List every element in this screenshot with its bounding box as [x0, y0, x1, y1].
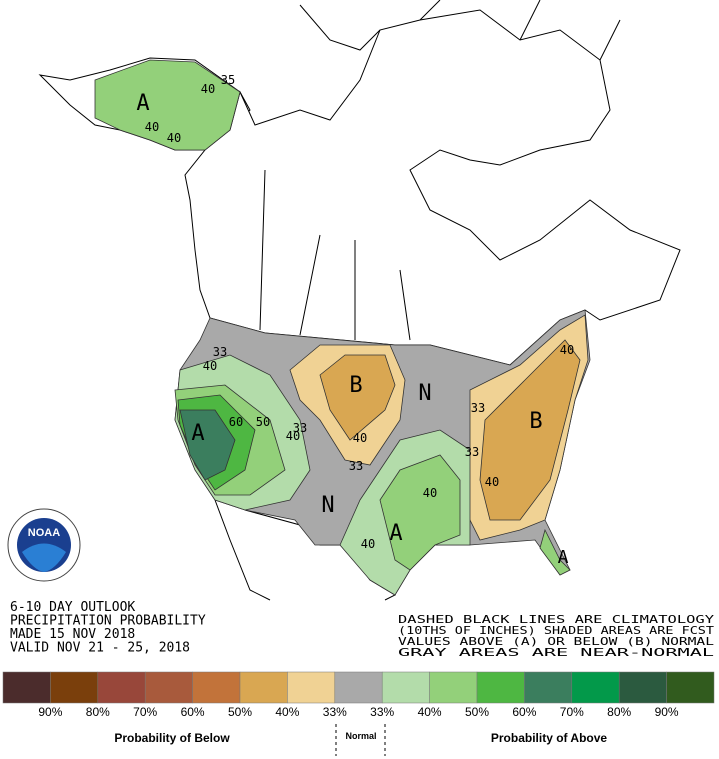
shading — [94, 59, 591, 596]
contour-label: 60 — [229, 415, 243, 429]
legend-swatch — [2, 671, 51, 704]
contour-label: 35 — [221, 73, 235, 87]
legend-swatch — [476, 671, 525, 704]
legend-swatch — [381, 671, 430, 704]
contour-label: 40 — [167, 131, 181, 145]
legend-tick: 80% — [86, 705, 110, 719]
contour-label: B — [349, 373, 362, 398]
notes: DASHED BLACK LINES ARE CLIMATOLOGY(10THS… — [398, 613, 715, 659]
legend-tick: 90% — [38, 705, 62, 719]
contour-label: A — [191, 421, 204, 446]
legend-above: Probability of Above — [491, 731, 608, 745]
contour-label: A — [389, 521, 402, 546]
legend-tick: 50% — [465, 705, 489, 719]
contour-label: A — [558, 547, 569, 568]
legend-below: Probability of Below — [114, 731, 230, 745]
logo-text: NOAA — [28, 527, 60, 539]
contour-label: 40 — [560, 343, 574, 357]
contour-label: 40 — [145, 120, 159, 134]
contour-label: 33 — [349, 459, 363, 473]
contour-label: 33 — [213, 345, 227, 359]
legend-tick: 40% — [275, 705, 299, 719]
legend-normal: Normal — [345, 731, 376, 741]
legend-swatch — [666, 671, 715, 704]
contour-label: 33 — [471, 401, 485, 415]
header-line: 6-10 DAY OUTLOOK — [10, 600, 135, 615]
legend-tick: 40% — [418, 705, 442, 719]
contour-label: 40 — [353, 431, 367, 445]
legend-swatch — [239, 671, 288, 704]
contour-label: 40 — [361, 537, 375, 551]
contour-label: 50 — [256, 415, 270, 429]
contour-label: 33 — [465, 445, 479, 459]
legend-swatch — [334, 671, 383, 704]
legend-tick: 90% — [655, 705, 679, 719]
legend-tick: 80% — [607, 705, 631, 719]
logo-wave — [22, 543, 66, 572]
contour-label: 40 — [286, 429, 300, 443]
note-line: VALUES ABOVE (A) OR BELOW (B) NORMAL — [398, 635, 714, 648]
header-line: MADE 15 NOV 2018 — [10, 627, 135, 642]
contour-label: N — [321, 493, 334, 518]
legend-tick: 60% — [181, 705, 205, 719]
contour-label: 40 — [201, 82, 215, 96]
contour-label: 40 — [423, 486, 437, 500]
note-line: (10THS OF INCHES) SHADED AREAS ARE FCST — [398, 624, 714, 637]
note-line: DASHED BLACK LINES ARE CLIMATOLOGY — [398, 613, 715, 626]
legend: 90% 80% 70% 60% 50% 40% 33% 33% 40% 50% 60% 70% 80% 9… — [2, 671, 715, 756]
header-line: PRECIPITATION PROBABILITY — [10, 614, 206, 629]
noaa-logo: NOAA — [7, 508, 81, 582]
legend-tick: 60% — [512, 705, 536, 719]
legend-swatch — [429, 671, 478, 704]
legend-tick: 50% — [228, 705, 252, 719]
legend-swatch — [50, 671, 99, 704]
legend-tick: 70% — [560, 705, 584, 719]
note-line: GRAY AREAS ARE NEAR-NORMAL — [398, 646, 715, 659]
legend-swatch — [571, 671, 620, 704]
contour-label: 33 — [293, 421, 307, 435]
contour-label: A — [136, 91, 149, 116]
legend-swatch — [287, 671, 336, 704]
contour-label: 40 — [203, 359, 217, 373]
legend-swatch — [192, 671, 241, 704]
legend-tick: 33% — [370, 705, 394, 719]
legend-swatch — [144, 671, 193, 704]
legend-swatch — [97, 671, 146, 704]
contour-label: 40 — [485, 475, 499, 489]
legend-swatch — [618, 671, 667, 704]
legend-swatch — [524, 671, 573, 704]
legend-tick: 70% — [133, 705, 157, 719]
legend-tick: 33% — [323, 705, 347, 719]
contour-label: N — [418, 381, 431, 406]
contour-label: B — [529, 409, 542, 434]
header-line: VALID NOV 21 - 25, 2018 — [10, 641, 190, 656]
